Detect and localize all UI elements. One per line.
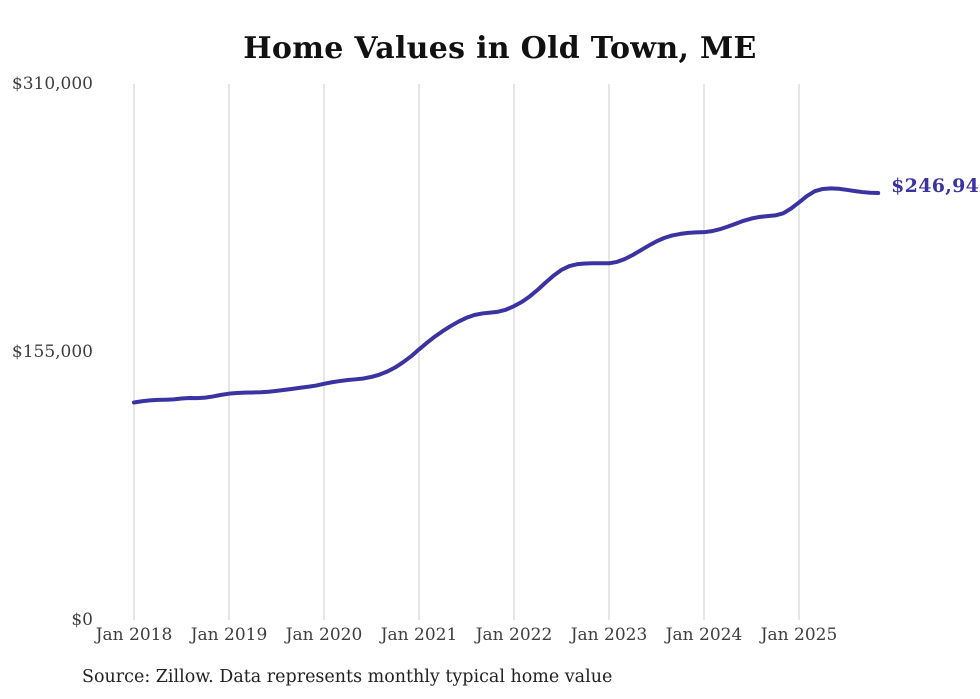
x-axis-tick-label-2019: Jan 2019 <box>190 625 268 645</box>
source-note: Source: Zillow. Data represents monthly … <box>82 667 613 687</box>
series-line <box>132 186 881 405</box>
x-axis-tick-label-2020: Jan 2020 <box>285 625 363 645</box>
x-axis-tick-label-2025: Jan 2025 <box>760 625 838 645</box>
x-axis-tick-label-2024: Jan 2024 <box>665 625 743 645</box>
latest-value-label: $246,944 <box>891 175 980 198</box>
x-axis-tick-label-2021: Jan 2021 <box>380 625 458 645</box>
x-axis-tick-label-2018: Jan 2018 <box>95 625 173 645</box>
y-axis-tick-label-155000: $155,000 <box>11 342 93 362</box>
y-axis-tick-label-0: $0 <box>71 610 93 630</box>
x-axis-tick-label-2023: Jan 2023 <box>570 625 648 645</box>
chart-title: Home Values in Old Town, ME <box>243 31 757 66</box>
x-axis-tick-label-2022: Jan 2022 <box>475 625 553 645</box>
y-axis-tick-label-310000: $310,000 <box>11 74 93 94</box>
